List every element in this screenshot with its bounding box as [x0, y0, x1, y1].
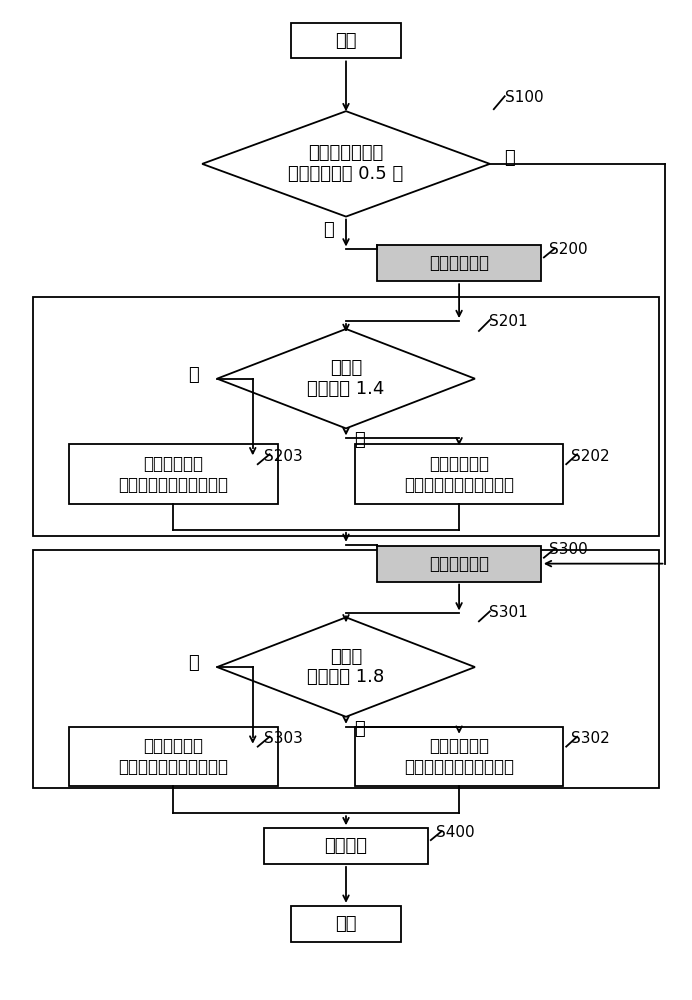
Text: 展宽轧制阶段: 展宽轧制阶段: [429, 555, 489, 573]
Text: 否: 否: [504, 149, 514, 167]
Text: 辊身与坯料长度
差值是否大于 0.5 米: 辊身与坯料长度 差值是否大于 0.5 米: [289, 144, 403, 183]
Text: S100: S100: [504, 90, 543, 105]
Polygon shape: [217, 329, 475, 428]
Text: 展宽轧制采用
厚边展宽轧制法进行轧制: 展宽轧制采用 厚边展宽轧制法进行轧制: [118, 737, 228, 776]
Bar: [69, 444, 277, 504]
Polygon shape: [217, 617, 475, 717]
Text: S302: S302: [571, 731, 610, 746]
Polygon shape: [202, 111, 490, 217]
Text: 开始: 开始: [335, 32, 357, 50]
Text: 是: 是: [354, 431, 365, 449]
Bar: [377, 245, 541, 281]
Text: 成形轧制采用
薄边展宽轧制法进行轧制: 成形轧制采用 薄边展宽轧制法进行轧制: [404, 737, 514, 776]
Text: 结束: 结束: [335, 915, 357, 933]
Bar: [377, 546, 541, 582]
Text: 展宽比
是否大于 1.8: 展宽比 是否大于 1.8: [307, 648, 385, 686]
Text: 成形轧制阶段: 成形轧制阶段: [429, 254, 489, 272]
Text: 成形轧制采用
薄边展宽轧制法进行轧制: 成形轧制采用 薄边展宽轧制法进行轧制: [404, 455, 514, 494]
Text: 是: 是: [322, 221, 334, 239]
Bar: [355, 444, 563, 504]
Text: S200: S200: [549, 242, 588, 257]
Bar: [291, 906, 401, 942]
Text: S301: S301: [489, 605, 527, 620]
Text: S202: S202: [571, 449, 610, 464]
Text: 是: 是: [354, 720, 365, 738]
Bar: [33, 297, 659, 536]
Text: S201: S201: [489, 314, 527, 328]
Text: S300: S300: [549, 542, 588, 557]
Bar: [69, 727, 277, 786]
Text: S400: S400: [436, 825, 475, 840]
Text: 展宽比
是否小于 1.4: 展宽比 是否小于 1.4: [307, 359, 385, 398]
Text: S203: S203: [264, 449, 302, 464]
Bar: [291, 23, 401, 58]
Bar: [355, 727, 563, 786]
Text: 成形轧制采用
厚边展宽轧制法进行轧制: 成形轧制采用 厚边展宽轧制法进行轧制: [118, 455, 228, 494]
Bar: [264, 828, 428, 864]
Text: S303: S303: [264, 731, 302, 746]
Bar: [33, 550, 659, 788]
Text: 否: 否: [188, 654, 199, 672]
Text: 否: 否: [188, 366, 199, 384]
Text: 精轧阶段: 精轧阶段: [325, 837, 367, 855]
